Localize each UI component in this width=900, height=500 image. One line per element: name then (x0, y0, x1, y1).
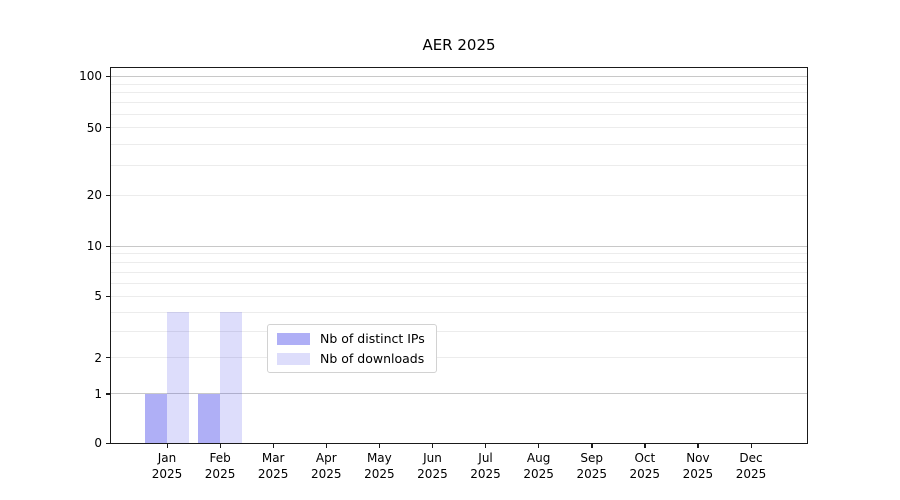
x-tick-year: 2025 (364, 466, 395, 481)
y-gridline-minor (111, 127, 807, 129)
x-tick-month: Apr (315, 451, 337, 465)
x-axis-tick (644, 444, 646, 448)
x-tick-month: Jul (478, 451, 493, 465)
x-tick-year: 2025 (417, 466, 448, 481)
chart-title: AER 2025 (422, 36, 496, 54)
x-axis-tick-label: May 2025 (347, 451, 411, 482)
x-axis-tick (485, 444, 487, 448)
bar-downloads (220, 312, 243, 443)
x-tick-year: 2025 (735, 466, 767, 481)
y-gridline-major (111, 393, 807, 395)
x-tick-year: 2025 (523, 466, 554, 481)
y-axis-tick-label: 10 (86, 239, 102, 254)
y-axis-tick (106, 442, 110, 444)
legend-swatch (277, 352, 310, 365)
y-gridline-minor (111, 295, 807, 297)
y-axis-tick-label: 5 (94, 289, 102, 304)
legend-swatch (277, 332, 310, 345)
x-tick-month: Dec (739, 451, 763, 465)
bar-distinct-ips (145, 393, 167, 443)
x-tick-month: Nov (686, 451, 710, 465)
y-gridline-major (111, 245, 807, 247)
x-tick-year: 2025 (151, 466, 183, 481)
x-axis-tick (750, 444, 752, 448)
y-axis-tick (106, 357, 110, 359)
x-axis-tick (538, 444, 540, 448)
x-axis-tick-label: Feb 2025 (188, 451, 252, 482)
x-axis-tick (378, 444, 381, 448)
y-axis-tick (106, 295, 110, 298)
y-axis-tick-label: 2 (94, 350, 102, 365)
y-gridline-minor (111, 102, 807, 104)
y-axis-tick-label: 0 (94, 436, 102, 450)
x-tick-year: 2025 (629, 466, 661, 481)
y-gridline-minor (111, 331, 807, 333)
x-axis-tick-label: Dec 2025 (719, 451, 783, 482)
x-tick-month: Feb (209, 451, 231, 465)
x-axis-tick-label: Apr 2025 (294, 451, 358, 482)
y-axis-tick-label: 1 (94, 386, 102, 401)
x-axis-tick (325, 444, 328, 448)
x-tick-month: Mar (261, 451, 285, 465)
plot-area (110, 67, 808, 444)
y-axis-tick (106, 393, 110, 395)
x-tick-month: Sep (580, 451, 604, 465)
y-gridline-minor (111, 261, 807, 263)
x-tick-year: 2025 (682, 466, 714, 481)
y-gridline-major (111, 75, 807, 77)
x-axis-tick (219, 444, 221, 448)
x-axis-tick-label: Sep 2025 (560, 451, 624, 482)
y-gridline-minor (111, 253, 807, 255)
x-axis-tick (166, 444, 168, 448)
legend-label: Nb of distinct IPs (320, 331, 425, 346)
x-axis-tick-label: Aug 2025 (507, 451, 571, 482)
y-gridline-minor (111, 357, 807, 359)
bar-distinct-ips (198, 393, 221, 443)
x-tick-year: 2025 (310, 466, 342, 481)
y-axis-tick (106, 194, 110, 196)
x-tick-month: Aug (526, 451, 551, 465)
y-gridline-minor (111, 271, 807, 273)
x-axis-tick (431, 444, 434, 448)
y-axis-tick-label: 100 (79, 69, 102, 84)
x-tick-month: Jan (157, 451, 177, 465)
x-axis-tick-label: Jan 2025 (135, 451, 199, 482)
y-axis-tick-label: 20 (86, 188, 102, 203)
x-axis-tick-label: Nov 2025 (666, 451, 730, 482)
x-axis-tick-label: Jul 2025 (454, 451, 518, 482)
y-axis-tick (106, 75, 110, 78)
x-axis-tick (591, 444, 593, 448)
x-axis-tick (272, 444, 274, 448)
x-tick-month: May (366, 451, 392, 465)
x-axis-tick-label: Mar 2025 (241, 451, 305, 482)
y-gridline-minor (111, 311, 807, 313)
x-axis-tick-label: Jun 2025 (400, 451, 464, 482)
y-axis-tick (106, 127, 110, 129)
x-tick-year: 2025 (257, 466, 289, 481)
legend-entry: Nb of downloads (277, 351, 425, 366)
x-tick-month: Jun (423, 451, 442, 465)
legend-entry: Nb of distinct IPs (277, 331, 425, 346)
x-tick-year: 2025 (576, 466, 607, 481)
y-gridline-minor (111, 83, 807, 85)
x-tick-month: Oct (634, 451, 656, 465)
legend-label: Nb of downloads (320, 351, 425, 366)
x-tick-year: 2025 (204, 466, 236, 481)
y-gridline-minor (111, 164, 807, 166)
y-gridline-minor (111, 92, 807, 94)
x-axis-tick-label: Oct 2025 (613, 451, 677, 482)
y-axis-tick-label: 50 (86, 120, 102, 135)
bar-downloads (167, 312, 189, 443)
legend: Nb of distinct IPs Nb of downloads (267, 324, 437, 373)
x-axis-tick (697, 444, 699, 448)
y-gridline-minor (111, 194, 807, 196)
y-gridline-minor (111, 282, 807, 284)
y-gridline-minor (111, 113, 807, 115)
y-axis-tick (106, 245, 110, 247)
x-tick-year: 2025 (470, 466, 501, 481)
y-gridline-minor (111, 143, 807, 145)
